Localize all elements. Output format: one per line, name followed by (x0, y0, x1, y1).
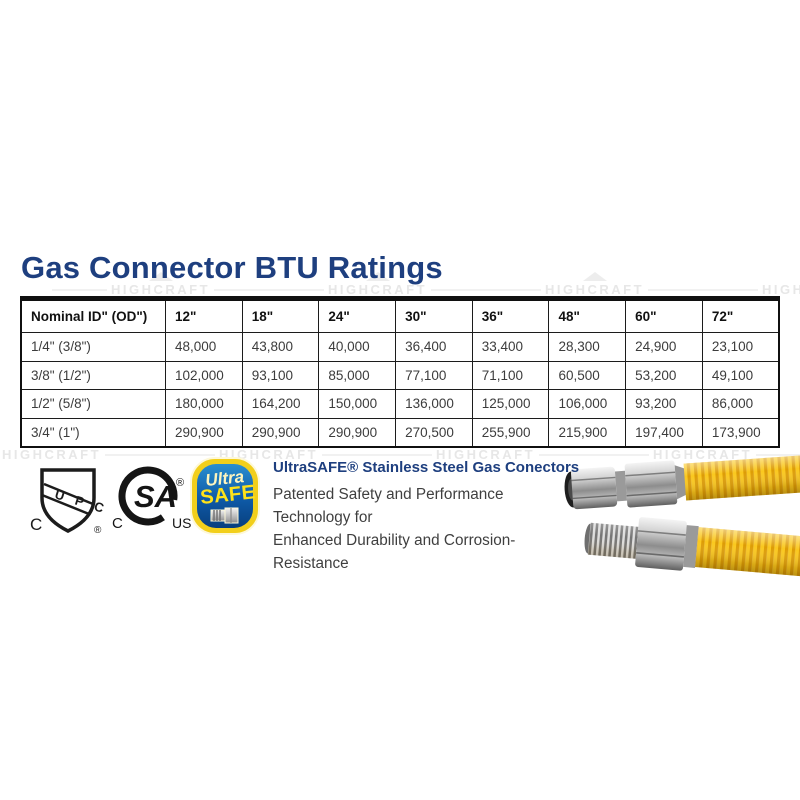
btu-value-cell: 93,200 (625, 389, 703, 419)
btu-value-cell: 23,100 (701, 332, 780, 362)
btu-value-cell: 106,000 (548, 389, 627, 419)
upc-c-label: C (30, 515, 42, 534)
female-flare-nut (570, 466, 618, 510)
watermark-line (269, 288, 324, 291)
btu-value-cell: 43,800 (241, 332, 320, 362)
btu-value-cell: 36,400 (395, 332, 473, 362)
csa-certification-logo: SA ® C US (110, 462, 192, 541)
coupling-hex-nut (624, 460, 678, 508)
highcraft-watermark: HIGHCRAFT (486, 272, 704, 297)
btu-value-cell: 164,200 (241, 389, 320, 419)
row-label: 1/2" (5/8") (20, 389, 166, 419)
table-row: 3/8" (1/2") 102,000 93,100 85,000 77,100 71,1… (20, 360, 780, 390)
btu-value-cell: 71,100 (471, 360, 550, 390)
btu-value-cell: 173,900 (701, 417, 780, 448)
watermark-line (214, 288, 270, 291)
fitting-hex-nut (635, 517, 687, 571)
btu-value-cell: 125,000 (471, 389, 550, 419)
watermark-line (648, 288, 704, 291)
btu-value-cell: 53,200 (625, 360, 703, 390)
upc-shield-outline (40, 468, 96, 533)
btu-value-cell: 290,900 (165, 417, 243, 448)
watermark-text: HIGHCRAFT (544, 282, 645, 297)
col-header-length: 24" (318, 298, 397, 333)
upc-registered-mark: ® (94, 525, 102, 536)
btu-value-cell: 60,500 (548, 360, 627, 390)
btu-ratings-table: Nominal ID" (OD") 12" 18" 24" 30" 36" 48" 60" 72… (20, 296, 780, 448)
row-label: 3/4" (1") (20, 417, 166, 448)
watermark-line (377, 453, 432, 456)
lower-connector-assembly (584, 517, 800, 579)
upper-connector-assembly (564, 455, 800, 510)
btu-value-cell: 197,400 (625, 417, 703, 448)
col-header-length: 12" (165, 298, 243, 333)
btu-value-cell: 150,000 (318, 389, 397, 419)
watermark-line (431, 288, 487, 291)
btu-value-cell: 290,900 (318, 417, 397, 448)
watermark-text: HIGHCRAFT (1, 447, 102, 462)
btu-value-cell: 270,500 (395, 417, 473, 448)
btu-value-cell: 77,100 (395, 360, 473, 390)
row-label: 3/8" (1/2") (20, 360, 166, 390)
btu-value-cell: 33,400 (471, 332, 550, 362)
product-heading: UltraSAFE® Stainless Steel Gas Conectors (273, 459, 580, 476)
col-header-nominal-id: Nominal ID" (OD") (20, 298, 166, 333)
watermark-line (703, 288, 758, 291)
csa-monogram: SA (134, 479, 177, 514)
roof-icon (582, 272, 607, 281)
table-row: 1/4" (3/8") 48,000 43,800 40,000 36,400 33,40… (20, 332, 780, 362)
col-header-length: 72" (701, 298, 780, 333)
btu-value-cell: 40,000 (318, 332, 397, 362)
watermark-line (105, 453, 161, 456)
btu-value-cell: 215,900 (548, 417, 627, 448)
upc-certification-logo: U P C C ® (28, 462, 110, 541)
csa-c-label: C (112, 515, 123, 532)
btu-value-cell: 28,300 (548, 332, 627, 362)
highcraft-watermark: HIGHCRAFT (703, 272, 800, 297)
product-line-2: Enhanced Durability and Corrosion-Resist… (273, 532, 516, 572)
product-line-1: Patented Safety and Performance Technolo… (273, 486, 504, 526)
btu-value-cell: 93,100 (241, 360, 320, 390)
upc-band-label: U P C (53, 487, 108, 517)
table-row: 1/2" (5/8") 180,000 164,200 150,000 136,000 1… (20, 389, 780, 419)
watermark-line (322, 453, 378, 456)
table-header-row: Nominal ID" (OD") 12" 18" 24" 30" 36" 48" 60" 72… (20, 298, 780, 333)
col-header-length: 36" (471, 298, 550, 333)
btu-value-cell: 49,100 (701, 360, 780, 390)
col-header-length: 48" (548, 298, 627, 333)
btu-value-cell: 86,000 (701, 389, 780, 419)
csa-us-label: US (172, 515, 191, 531)
csa-registered-mark: ® (176, 477, 184, 489)
gas-connector-photo (556, 430, 800, 585)
product-description: UltraSAFE® Stainless Steel Gas Conectors… (273, 459, 583, 575)
btu-value-cell: 290,900 (241, 417, 320, 448)
ultrasafe-connector-icon (210, 507, 239, 524)
watermark-text: HIGHCRAFT (761, 282, 800, 297)
btu-value-cell: 24,900 (625, 332, 703, 362)
col-header-length: 18" (241, 298, 320, 333)
btu-value-cell: 102,000 (165, 360, 243, 390)
watermark-line (486, 288, 541, 291)
page-title: Gas Connector BTU Ratings (21, 250, 443, 285)
btu-value-cell: 136,000 (395, 389, 473, 419)
watermark-line (52, 288, 107, 291)
ultrasafe-logo: Ultra SAFE (189, 456, 263, 543)
row-label: 1/4" (3/8") (20, 332, 166, 362)
csa-circle (118, 466, 178, 526)
btu-value-cell: 85,000 (318, 360, 397, 390)
ultrasafe-line1: Ultra (204, 467, 245, 490)
table-row: 3/4" (1") 290,900 290,900 290,900 270,500 255… (20, 417, 780, 448)
btu-value-cell: 255,900 (471, 417, 550, 448)
btu-value-cell: 180,000 (165, 389, 243, 419)
col-header-length: 30" (395, 298, 473, 333)
col-header-length: 60" (625, 298, 703, 333)
btu-value-cell: 48,000 (165, 332, 243, 362)
